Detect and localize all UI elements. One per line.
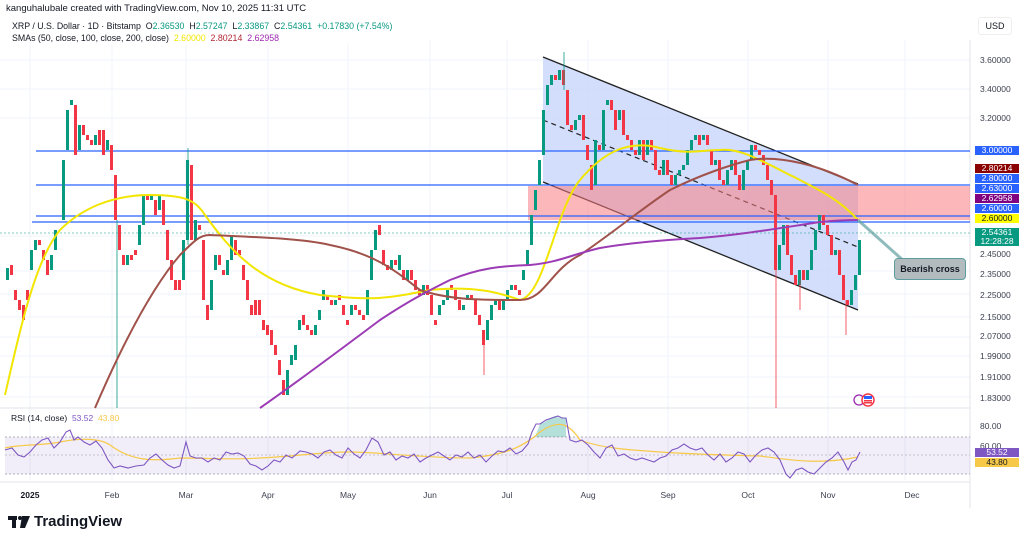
symbol-row: XRP / U.S. Dollar · 1D · Bitstamp O2.365… [12, 20, 392, 32]
price-tick: 3.60000 [980, 55, 1011, 65]
rsi-ma-tag: 43.80 [975, 458, 1019, 467]
ohlc-low-label: L [232, 21, 238, 31]
time-tick: Aug [580, 490, 596, 500]
price-tag-sma100: 2.80214 [975, 164, 1019, 173]
bearish-cross-callout[interactable]: Bearish cross [894, 258, 966, 280]
time-tick: Feb [104, 490, 120, 500]
price-tick: 1.91000 [980, 372, 1011, 382]
time-tick: Dec [904, 490, 920, 500]
price-tick: 3.40000 [980, 84, 1011, 94]
time-tick: Jun [423, 490, 437, 500]
time-tick: Sep [660, 490, 676, 500]
rsi-label[interactable]: RSI (14, close) [11, 413, 68, 423]
price-tag-2-63000: 2.63000 [975, 184, 1019, 193]
price-tag-countdown: 12:28:28 [975, 237, 1019, 246]
price-tag-2-80000: 2.80000 [975, 174, 1019, 183]
sma-label[interactable]: SMAs (50, close, 100, close, 200, close) [12, 33, 169, 43]
sma50-value: 2.60000 [173, 33, 206, 43]
price-tick: 2.35000 [980, 269, 1011, 279]
price-tick: 2.15000 [980, 312, 1011, 322]
rsi-legend: RSI (14, close) 53.52 43.80 [11, 413, 119, 423]
ohlc-change: +0.17830 (+7.54%) [317, 21, 393, 31]
symbol-title[interactable]: XRP / U.S. Dollar · 1D · Bitstamp [12, 21, 141, 31]
ohlc-close-label: C [274, 21, 281, 31]
chart-legend: XRP / U.S. Dollar · 1D · Bitstamp O2.365… [10, 19, 395, 45]
candle-bodies [6, 52, 861, 408]
price-tick: 2.07000 [980, 331, 1011, 341]
price-tag-2-60000: 2.60000 [975, 204, 1019, 213]
price-tick: 2.25000 [980, 290, 1011, 300]
time-tick: Oct [741, 490, 755, 500]
tradingview-logo-icon [8, 515, 30, 528]
price-tick: 2.45000 [980, 249, 1011, 259]
sma-row: SMAs (50, close, 100, close, 200, close)… [12, 32, 392, 44]
sma200-value: 2.62958 [247, 33, 280, 43]
rsi-value-tag: 53.52 [975, 448, 1019, 457]
sma-200-line[interactable] [259, 219, 859, 409]
ohlc-open-label: O [145, 21, 153, 31]
chart-credit: kanguhalubale created with TradingView.c… [6, 3, 307, 14]
time-tick: Apr [261, 490, 275, 500]
channel-upper-line[interactable] [542, 56, 859, 185]
ohlc-high: 2.57247 [195, 21, 228, 31]
tradingview-logo[interactable]: TradingView [8, 513, 122, 530]
rsi-value: 53.52 [71, 413, 94, 423]
sma100-value: 2.80214 [210, 33, 243, 43]
price-tick: 1.83000 [980, 393, 1011, 403]
price-tag-sma200: 2.62958 [975, 194, 1019, 203]
rsi-line[interactable] [4, 415, 861, 479]
time-tick: 2025 [20, 490, 40, 500]
sma-100-line[interactable] [94, 157, 859, 409]
time-tick: Mar [178, 490, 194, 500]
rsi-ma-value: 43.80 [97, 413, 120, 423]
time-tick: Nov [820, 490, 836, 500]
time-tick: Jul [501, 490, 513, 500]
annotation-pointer [857, 218, 906, 264]
ohlc-high-label: H [189, 21, 196, 31]
price-tag-last: 2.54361 [975, 228, 1019, 237]
resistance-zone[interactable] [528, 186, 970, 220]
ohlc-close: 2.54361 [280, 21, 313, 31]
price-tag-3-00000: 3.00000 [975, 146, 1019, 155]
rsi-tick: 60.00 [980, 441, 1002, 451]
ohlc-open: 2.36530 [152, 21, 185, 31]
price-tick: 3.20000 [980, 113, 1011, 123]
events-icons[interactable] [853, 393, 875, 407]
sma-50-line[interactable] [4, 144, 859, 396]
rsi-tick: 80.00 [980, 421, 1002, 431]
tradingview-logo-text: TradingView [34, 513, 123, 530]
rsi-ma-line[interactable] [4, 423, 859, 462]
time-tick: May [339, 490, 357, 500]
currency-button[interactable]: USD [978, 17, 1012, 35]
ohlc-low: 2.33867 [237, 21, 270, 31]
grid [0, 40, 970, 480]
price-tick: 1.99000 [980, 351, 1011, 361]
price-tag-sma50: 2.60000 [975, 214, 1019, 223]
